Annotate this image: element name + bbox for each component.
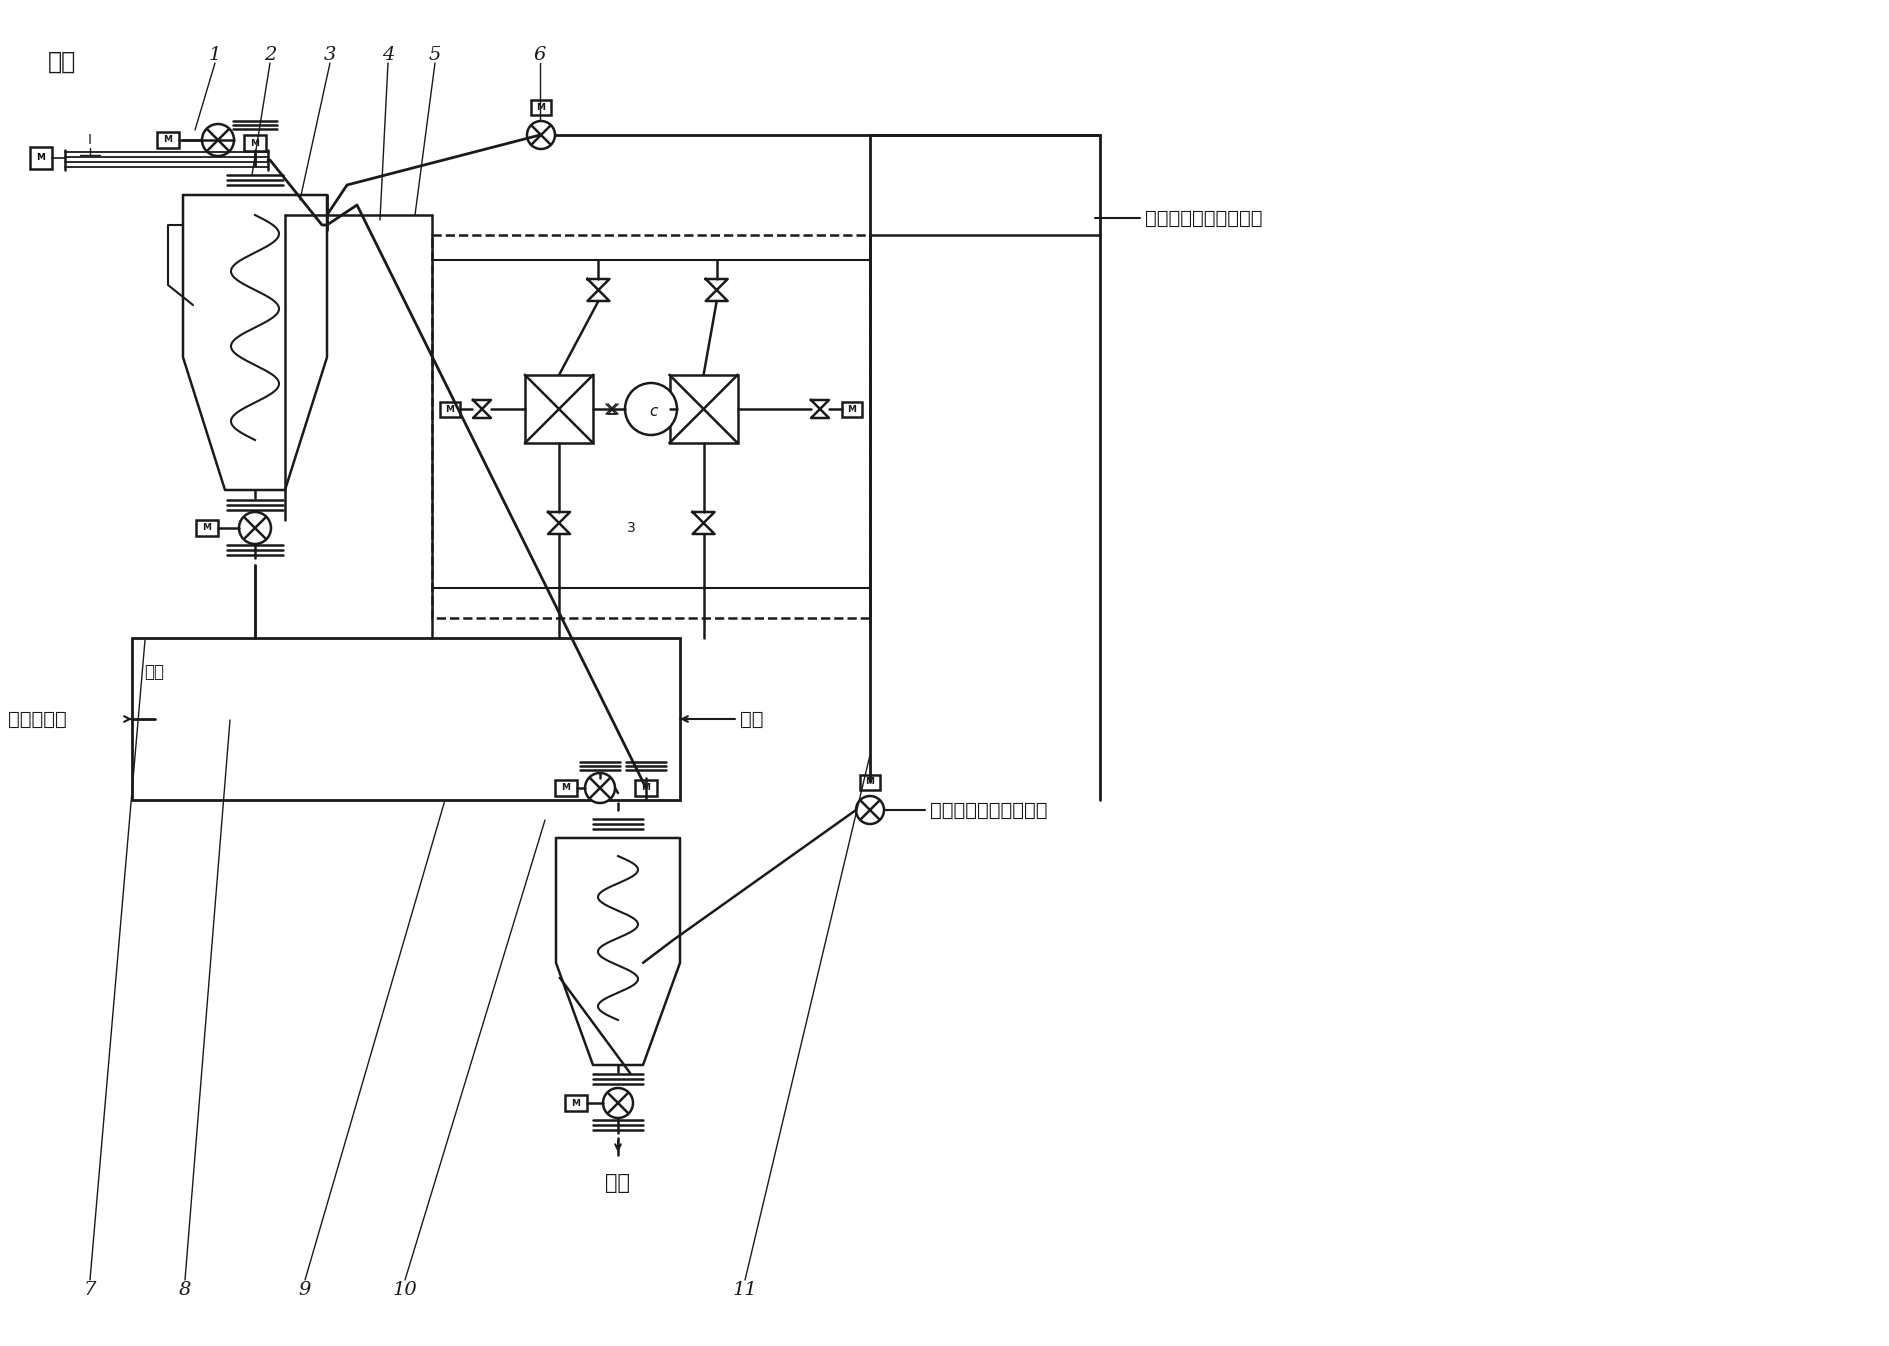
Text: M: M	[848, 405, 856, 413]
Text: 机座: 机座	[144, 664, 164, 681]
Bar	[859, 774, 880, 790]
Text: 10: 10	[393, 1281, 417, 1299]
Text: 进料: 进料	[47, 50, 76, 74]
Text: M: M	[572, 1098, 580, 1108]
Bar	[157, 132, 179, 148]
Circle shape	[856, 795, 884, 824]
Text: 2: 2	[264, 46, 276, 65]
Text: 冷却、回收、减压系统: 冷却、回收、减压系统	[929, 801, 1048, 820]
Text: 9: 9	[298, 1281, 312, 1299]
Text: M: M	[36, 153, 45, 163]
Bar	[132, 638, 680, 800]
Text: 11: 11	[733, 1281, 757, 1299]
Circle shape	[586, 773, 616, 804]
Bar	[30, 147, 53, 170]
Text: M: M	[642, 783, 650, 793]
Circle shape	[202, 124, 234, 156]
Bar	[565, 1094, 587, 1112]
Text: 热源: 热源	[740, 709, 763, 728]
Text: 3: 3	[627, 521, 637, 534]
Text: M: M	[164, 136, 172, 144]
Bar	[196, 520, 217, 536]
Text: 反吹热氮气: 反吹热氮气	[8, 709, 66, 728]
Text: 3: 3	[323, 46, 336, 65]
Text: 1: 1	[210, 46, 221, 65]
Circle shape	[625, 384, 676, 435]
Text: c: c	[648, 405, 657, 420]
Text: 出料: 出料	[606, 1172, 631, 1193]
Bar	[433, 236, 871, 618]
Text: M: M	[446, 405, 455, 413]
Text: 6: 6	[535, 46, 546, 65]
Bar	[531, 100, 552, 114]
Text: M: M	[251, 139, 259, 148]
Bar	[669, 376, 737, 443]
Text: 4: 4	[382, 46, 395, 65]
Bar	[525, 376, 593, 443]
Bar	[635, 779, 657, 797]
Circle shape	[527, 121, 555, 149]
Text: 7: 7	[83, 1281, 96, 1299]
Text: M: M	[561, 783, 570, 793]
Text: 5: 5	[429, 46, 442, 65]
Circle shape	[240, 511, 270, 544]
Bar	[440, 401, 461, 416]
Bar	[555, 779, 576, 797]
Bar	[842, 401, 861, 416]
Text: 冷却、回收、减压系统: 冷却、回收、减压系统	[1145, 209, 1262, 227]
Text: 8: 8	[179, 1281, 191, 1299]
Text: M: M	[865, 778, 875, 786]
Text: M: M	[536, 102, 546, 112]
Bar	[244, 135, 266, 151]
Circle shape	[603, 1088, 633, 1119]
Text: M: M	[202, 524, 212, 533]
Text: I: I	[89, 133, 93, 147]
